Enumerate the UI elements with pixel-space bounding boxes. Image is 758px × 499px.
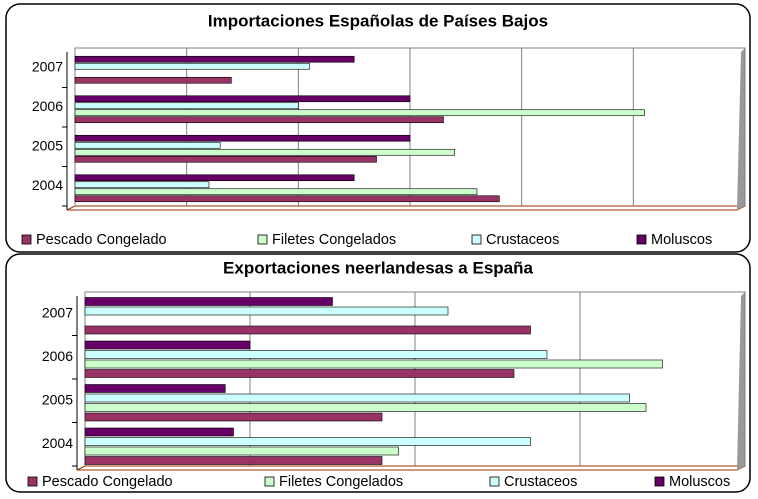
legend-swatch <box>257 234 268 245</box>
bar <box>74 55 355 63</box>
chart-title: Importaciones Españolas de Países Bajos <box>208 11 548 30</box>
legend-swatch <box>471 234 482 245</box>
bar <box>84 456 383 465</box>
legend-label: Moluscos <box>651 232 712 248</box>
bar <box>84 412 383 422</box>
bar <box>74 62 310 70</box>
y-tick-label: 2007 <box>42 304 73 320</box>
chart-title: Exportaciones neerlandesas a España <box>223 258 533 277</box>
bar <box>84 325 531 335</box>
legend-label: Filetes Congelados <box>272 232 396 248</box>
legend-label: Moluscos <box>669 474 730 490</box>
legend-label: Pescado Congelado <box>36 232 167 248</box>
bar <box>74 102 299 110</box>
bar <box>74 195 500 203</box>
legend-swatch <box>264 476 275 487</box>
bar <box>84 446 399 456</box>
plot-floor <box>76 465 746 471</box>
bar <box>84 403 647 412</box>
bar <box>74 141 221 149</box>
legend-swatch <box>489 476 500 487</box>
bar <box>74 181 210 189</box>
legend-swatch <box>654 476 665 487</box>
bar <box>74 95 411 103</box>
bar <box>74 116 444 124</box>
bar <box>74 155 377 163</box>
y-tick-label: 2004 <box>32 177 63 193</box>
bar <box>74 109 645 117</box>
y-tick-label: 2006 <box>42 348 73 364</box>
y-tick-label: 2005 <box>42 391 73 407</box>
legend-swatch <box>636 234 647 245</box>
bar <box>84 359 663 369</box>
bar <box>74 76 232 84</box>
plot-floor <box>66 205 746 211</box>
bar <box>74 174 355 182</box>
bar <box>84 297 333 306</box>
legend-label: Crustaceos <box>486 232 559 248</box>
bar <box>84 340 251 350</box>
bar <box>84 350 548 359</box>
bar <box>84 369 515 378</box>
y-tick-label: 2007 <box>32 58 63 74</box>
y-tick-label: 2005 <box>32 137 63 153</box>
bar <box>74 188 478 196</box>
y-tick-label: 2004 <box>42 435 73 451</box>
plot-side <box>737 292 745 470</box>
plot-side <box>737 48 745 210</box>
legend-label: Pescado Congelado <box>42 474 173 490</box>
bar <box>84 393 630 403</box>
legend-swatch <box>21 234 32 245</box>
bar <box>84 437 531 446</box>
bar <box>84 427 234 437</box>
bar <box>84 306 449 316</box>
legend-label: Filetes Congelados <box>279 474 403 490</box>
legend-label: Crustaceos <box>504 474 577 490</box>
bar <box>74 134 411 142</box>
legend-swatch <box>27 476 38 487</box>
y-tick-label: 2006 <box>32 98 63 114</box>
bar <box>84 384 226 393</box>
bar <box>74 148 455 156</box>
